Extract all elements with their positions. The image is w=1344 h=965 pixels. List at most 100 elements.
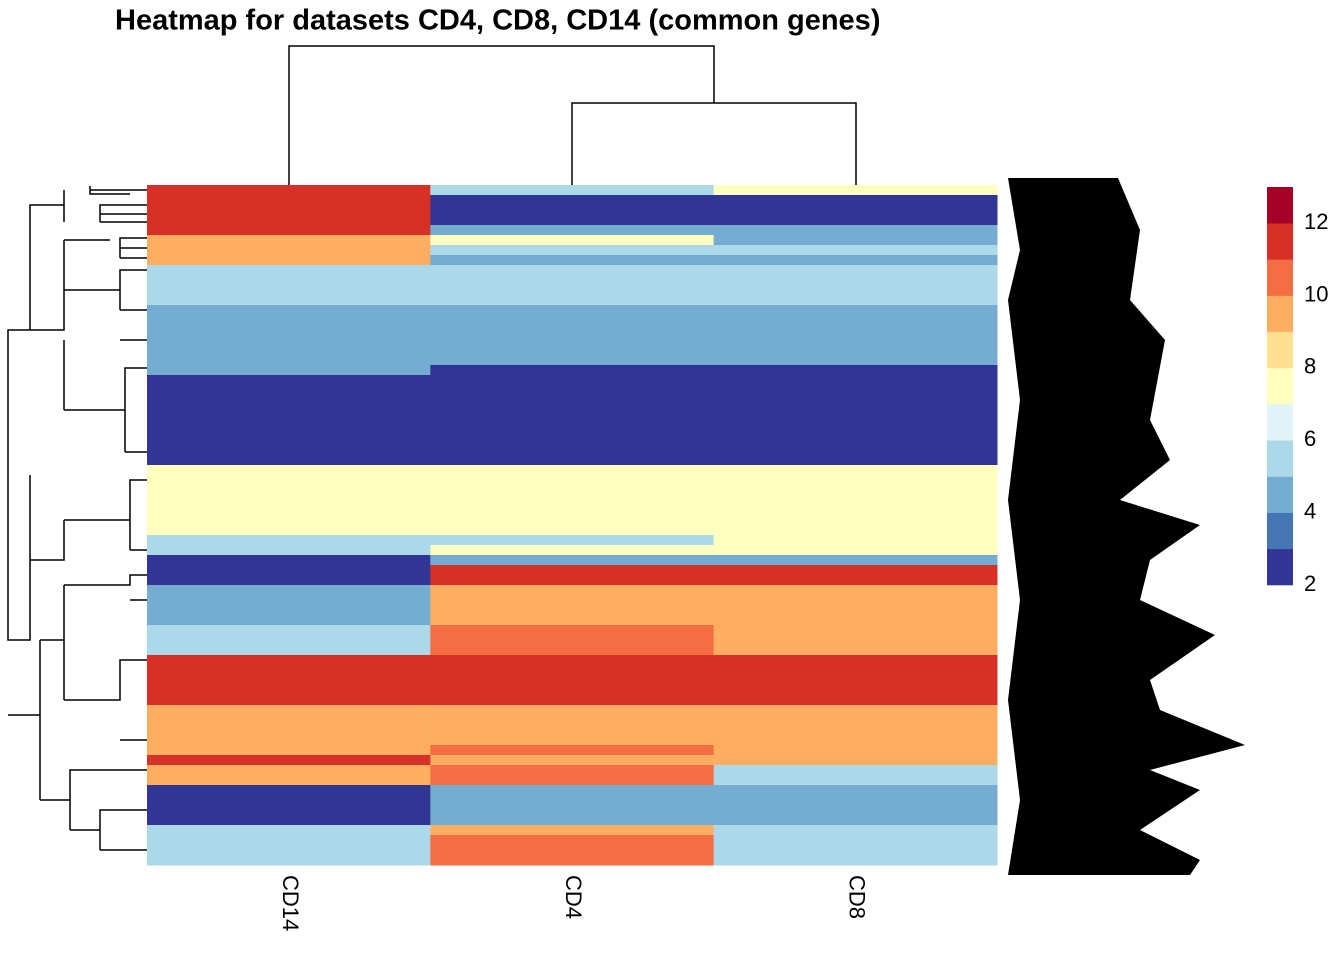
- heatmap-cell: [430, 465, 715, 476]
- heatmap-cell: [430, 855, 715, 866]
- heatmap-cell: [713, 765, 998, 776]
- legend-tick-label: 10: [1304, 281, 1328, 306]
- heatmap-cell: [713, 365, 998, 376]
- heatmap-cell: [147, 605, 431, 616]
- heatmap-cell: [430, 265, 715, 276]
- heatmap-cell: [430, 405, 715, 416]
- heatmap-cell: [147, 595, 431, 606]
- heatmap-cell: [147, 745, 431, 756]
- heatmap-cell: [147, 855, 431, 866]
- heatmap-cell: [713, 685, 998, 696]
- heatmap-cell: [713, 545, 998, 556]
- heatmap-cell: [430, 475, 715, 486]
- heatmap-cell: [713, 375, 998, 386]
- heatmap-cell: [147, 635, 431, 646]
- heatmap-cell: [147, 555, 431, 566]
- heatmap-cell: [430, 625, 715, 636]
- heatmap-cell: [147, 755, 431, 766]
- heatmap-cell: [147, 415, 431, 426]
- heatmap-cell: [147, 355, 431, 366]
- heatmap-cell: [430, 225, 715, 236]
- heatmap-cell: [713, 485, 998, 496]
- heatmap-cell: [430, 355, 715, 366]
- column-label: CD8: [845, 875, 870, 919]
- heatmap-cell: [713, 835, 998, 846]
- heatmap-cell: [713, 465, 998, 476]
- heatmap-cell: [713, 515, 998, 526]
- heatmap-cell: [713, 385, 998, 396]
- heatmap-cell: [430, 195, 715, 206]
- heatmap-cell: [713, 855, 998, 866]
- heatmap-cell: [147, 645, 431, 656]
- heatmap-cell: [713, 275, 998, 286]
- heatmap-cell: [713, 255, 998, 266]
- heatmap-cell: [147, 185, 431, 196]
- heatmap-cell: [430, 275, 715, 286]
- heatmap-cell: [430, 635, 715, 646]
- heatmap-cell: [713, 755, 998, 766]
- heatmap-cell: [430, 805, 715, 816]
- heatmap-cell: [430, 665, 715, 676]
- heatmap-cell: [713, 705, 998, 716]
- heatmap-cell: [147, 215, 431, 226]
- heatmap-cell: [430, 315, 715, 326]
- heatmap-cell: [713, 205, 998, 216]
- heatmap-cell: [713, 645, 998, 656]
- heatmap-cell: [147, 495, 431, 506]
- heatmap-cell: [713, 505, 998, 516]
- heatmap-cell: [147, 285, 431, 296]
- column-label: CD14: [278, 875, 303, 931]
- legend-color: [1267, 367, 1293, 405]
- heatmap-cell: [430, 695, 715, 706]
- heatmap-cell: [147, 695, 431, 706]
- column-dendrogram: [288, 45, 857, 185]
- heatmap-cell: [147, 395, 431, 406]
- heatmap-cell: [430, 715, 715, 726]
- heatmap-cell: [713, 575, 998, 586]
- heatmap-cell: [147, 255, 431, 266]
- legend-color: [1267, 476, 1293, 513]
- heatmap-cell: [713, 285, 998, 296]
- heatmap-cell: [713, 195, 998, 206]
- heatmap-cell: [430, 815, 715, 826]
- heatmap-cell: [713, 355, 998, 366]
- heatmap-cell: [147, 675, 431, 686]
- heatmap-cell: [430, 205, 715, 216]
- heatmap-cell: [713, 585, 998, 596]
- heatmap-cell: [430, 775, 715, 786]
- heatmap-cell: [147, 315, 431, 326]
- heatmap-cell: [147, 335, 431, 346]
- heatmap-cell: [430, 645, 715, 656]
- heatmap-cell: [147, 365, 431, 376]
- heatmap-cell: [147, 425, 431, 436]
- heatmap-cell: [430, 425, 715, 436]
- heatmap-cell: [147, 385, 431, 396]
- heatmap-cell: [430, 295, 715, 306]
- heatmap-cell: [430, 415, 715, 426]
- heatmap-cell: [147, 275, 431, 286]
- heatmap-cell: [713, 215, 998, 226]
- heatmap-cell: [430, 365, 715, 376]
- heatmap-cell: [430, 505, 715, 516]
- legend-color: [1267, 259, 1293, 296]
- heatmap-cell: [713, 665, 998, 676]
- heatmap-cell: [713, 425, 998, 436]
- heatmap-cell: [147, 715, 431, 726]
- heatmap-cell: [147, 625, 431, 636]
- heatmap-cell: [147, 205, 431, 216]
- heatmap-cell: [713, 825, 998, 836]
- heatmap-cell: [430, 675, 715, 686]
- heatmap-cell: [147, 725, 431, 736]
- heatmap-cell: [147, 765, 431, 776]
- heatmap-cell: [147, 445, 431, 456]
- heatmap-cell: [430, 515, 715, 526]
- heatmap-cell: [713, 455, 998, 466]
- heatmap-cell: [713, 805, 998, 816]
- heatmap-cell: [430, 185, 715, 196]
- heatmap-cell: [430, 585, 715, 596]
- heatmap-cell: [147, 465, 431, 476]
- heatmap-cell: [430, 535, 715, 546]
- heatmap-cell: [430, 335, 715, 346]
- heatmap-cell: [713, 815, 998, 826]
